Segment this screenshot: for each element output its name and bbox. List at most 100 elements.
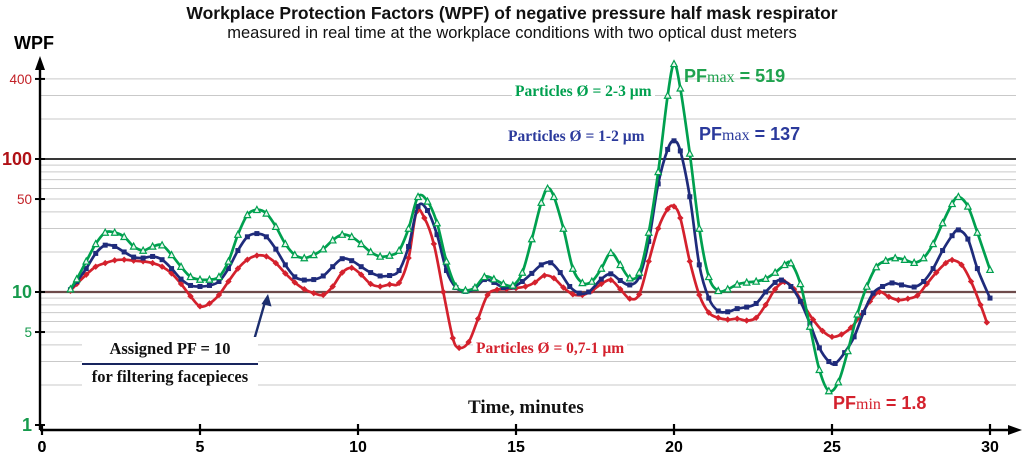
pf-value: = 519 bbox=[734, 66, 786, 86]
marker-triangle bbox=[891, 253, 900, 262]
marker-diamond bbox=[885, 293, 893, 301]
marker-triangle bbox=[205, 274, 214, 283]
marker-diamond bbox=[607, 276, 614, 284]
marker-diamond bbox=[752, 314, 760, 321]
marker-square bbox=[627, 282, 633, 288]
marker-triangle bbox=[442, 256, 451, 265]
marker-square bbox=[955, 227, 961, 233]
marker-diamond bbox=[474, 315, 482, 322]
marker-diamond bbox=[948, 256, 956, 264]
marker-triangle bbox=[815, 365, 824, 374]
marker-square bbox=[696, 262, 702, 268]
marker-triangle bbox=[309, 250, 318, 259]
marker-triangle bbox=[338, 229, 347, 238]
marker-square bbox=[377, 273, 383, 279]
marker-square bbox=[320, 273, 326, 279]
x-tick-label: 15 bbox=[507, 439, 525, 456]
marker-diamond bbox=[983, 319, 991, 326]
marker-square bbox=[734, 306, 740, 312]
marker-diamond bbox=[263, 253, 270, 260]
marker-diamond bbox=[958, 261, 965, 269]
pf-text: PF bbox=[684, 66, 708, 86]
marker-triangle bbox=[733, 279, 742, 288]
marker-square bbox=[870, 290, 876, 296]
marker-triangle bbox=[518, 267, 527, 276]
x-tick-label: 25 bbox=[823, 439, 841, 456]
pfmax-blue-annotation: PFmax = 137 bbox=[699, 124, 800, 145]
marker-triangle bbox=[214, 272, 224, 281]
marker-triangle bbox=[262, 208, 271, 217]
marker-diamond bbox=[405, 254, 412, 262]
marker-diamond bbox=[329, 283, 336, 290]
marker-square bbox=[273, 246, 279, 252]
marker-triangle bbox=[119, 232, 129, 241]
marker-diamond bbox=[715, 314, 722, 321]
marker-triangle bbox=[300, 253, 309, 262]
marker-square bbox=[832, 361, 838, 367]
marker-square bbox=[500, 285, 506, 291]
marker-square bbox=[949, 233, 955, 239]
marker-square bbox=[974, 266, 980, 272]
marker-square bbox=[415, 203, 421, 209]
marker-diamond bbox=[149, 259, 156, 267]
marker-triangle bbox=[224, 256, 233, 265]
marker-diamond bbox=[977, 301, 984, 309]
marker-square bbox=[826, 359, 832, 365]
marker-diamond bbox=[206, 300, 213, 307]
marker-diamond bbox=[120, 256, 128, 263]
marker-square bbox=[301, 277, 307, 283]
marker-square bbox=[725, 309, 731, 315]
pf-value: = 137 bbox=[749, 124, 801, 144]
marker-square bbox=[387, 273, 393, 279]
marker-square bbox=[778, 277, 784, 283]
marker-square bbox=[102, 242, 108, 248]
marker-triangle bbox=[909, 258, 919, 267]
marker-square bbox=[715, 308, 721, 314]
marker-diamond bbox=[357, 271, 365, 278]
marker-triangle bbox=[616, 260, 625, 269]
x-tick-label: 5 bbox=[196, 439, 205, 456]
marker-triangle bbox=[148, 241, 157, 250]
marker-square bbox=[930, 266, 936, 272]
marker-diamond bbox=[376, 283, 384, 290]
marker-diamond bbox=[215, 291, 223, 299]
marker-square bbox=[244, 234, 250, 240]
marker-triangle bbox=[834, 377, 843, 386]
x-tick-label: 10 bbox=[349, 439, 367, 456]
marker-square bbox=[617, 278, 623, 284]
marker-triangle bbox=[537, 197, 546, 206]
marker-triangle bbox=[973, 227, 982, 236]
legend-blue-particles: Particles Ø = 1-2 µm bbox=[505, 128, 648, 146]
pf-text: PF bbox=[699, 124, 723, 144]
marker-square bbox=[586, 289, 592, 295]
marker-triangle bbox=[480, 272, 489, 281]
marker-triangle bbox=[695, 223, 704, 232]
marker-triangle bbox=[985, 265, 995, 274]
marker-triangle bbox=[872, 262, 881, 271]
pfmin-red-annotation: PFmin = 1.8 bbox=[833, 393, 926, 414]
marker-triangle bbox=[470, 282, 480, 291]
marker-triangle bbox=[385, 250, 394, 259]
marker-diamond bbox=[168, 270, 175, 277]
marker-square bbox=[83, 266, 89, 272]
marker-triangle bbox=[195, 274, 205, 283]
marker-triangle bbox=[167, 250, 176, 259]
x-axis-arrowhead bbox=[1008, 425, 1022, 435]
y-tick-label: 10 bbox=[12, 282, 32, 302]
marker-square bbox=[788, 283, 794, 289]
marker-triangle bbox=[663, 90, 672, 99]
marker-diamond bbox=[196, 303, 204, 310]
marker-triangle bbox=[157, 240, 167, 249]
marker-square bbox=[93, 250, 99, 256]
marker-diamond bbox=[493, 286, 501, 293]
marker-square bbox=[121, 249, 127, 255]
marker-square bbox=[443, 268, 449, 274]
marker-diamond bbox=[92, 263, 99, 270]
marker-square bbox=[965, 236, 971, 242]
marker-diamond bbox=[234, 265, 242, 272]
marker-diamond bbox=[455, 344, 463, 352]
marker-triangle bbox=[780, 260, 789, 269]
marker-diamond bbox=[367, 280, 374, 288]
marker-triangle bbox=[394, 245, 404, 254]
